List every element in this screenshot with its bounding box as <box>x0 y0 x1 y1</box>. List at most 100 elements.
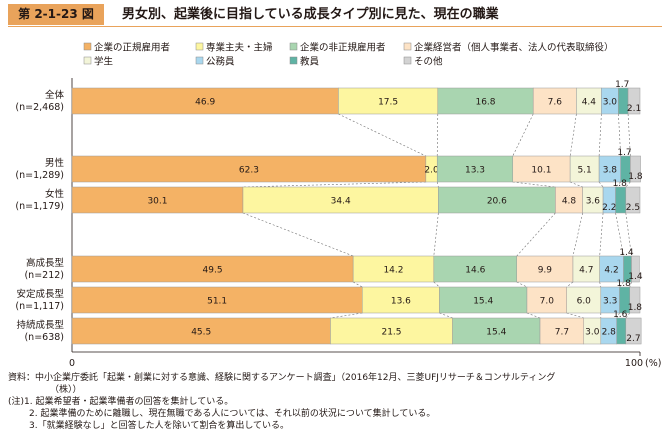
bar-value-label: 7.6 <box>548 98 563 108</box>
bar-value-label: 4.7 <box>579 266 593 276</box>
bar-value-label: 2.5 <box>626 203 640 213</box>
bar-value-label: 1.7 <box>615 80 629 90</box>
bar-value-label: 45.5 <box>191 328 211 338</box>
bar-segment <box>438 186 556 214</box>
connector-line <box>619 281 624 288</box>
connector-line <box>330 312 363 319</box>
bar-value-label: 20.6 <box>487 197 507 207</box>
connector-line <box>433 212 439 257</box>
bar-segment <box>625 317 642 345</box>
connector-line <box>599 212 604 257</box>
title-rule <box>8 26 662 27</box>
bar-segment <box>436 155 514 183</box>
bar-segment <box>627 87 641 115</box>
bar-value-label: 14.2 <box>383 266 403 276</box>
bar-segment <box>71 255 354 283</box>
bar-value-label: 2.0 <box>424 166 439 176</box>
connector-line <box>615 212 624 257</box>
connector-line <box>570 181 583 188</box>
x-tick-label: 100 <box>625 358 643 369</box>
bar-segment <box>572 255 600 283</box>
category-n-label: (n=2,468) <box>15 102 64 113</box>
bar-segment <box>452 317 541 345</box>
category-n-label: (n=1,289) <box>15 170 64 181</box>
connector-line <box>618 113 621 157</box>
bar-segment <box>631 255 640 283</box>
bar-value-label: 34.4 <box>331 197 351 207</box>
bar-value-label: 16.8 <box>475 98 495 108</box>
note-1: (注)1. 起業希望者・起業準備者の回答を集計している。 <box>8 397 234 407</box>
connector-line <box>433 281 440 288</box>
bar-value-label: 1.8 <box>628 172 643 182</box>
legend-swatch <box>289 42 298 51</box>
connector-line <box>512 181 556 188</box>
bar-value-label: 2.1 <box>627 104 641 114</box>
bar-value-label: 1.4 <box>628 272 643 282</box>
category-label: 高成長型 <box>26 257 65 269</box>
stacked-bar-chart: 企業の正規雇用者 専業主夫・主婦 企業の非正規雇用者 企業経営者（個人事業者、法人の代… <box>15 42 661 370</box>
bar-value-label: 51.1 <box>207 297 227 307</box>
bar-value-label: 46.9 <box>195 98 215 108</box>
legend-label: 企業の非正規雇用者 <box>300 42 386 54</box>
figure-number: 第 2-1-23 図 <box>8 4 104 25</box>
bar-value-label: 7.0 <box>540 297 555 307</box>
legend-label: 企業経営者（個人事業者、法人の代表取締役） <box>414 42 614 54</box>
bar-value-label: 1.8 <box>616 279 631 289</box>
category-label: 安定成長型 <box>16 288 64 300</box>
bar-segment <box>512 155 571 183</box>
connector-line <box>625 181 631 188</box>
bar-segment <box>539 317 585 345</box>
bar-value-label: 13.6 <box>391 297 411 307</box>
note-2: 2. 起業準備のために離職し、現在無職である人については、それ以前の状況について… <box>29 409 436 419</box>
category-n-label: (n=1,117) <box>15 301 64 312</box>
bar-value-label: 14.6 <box>465 266 485 276</box>
legend-label: 企業の正規雇用者 <box>94 42 170 54</box>
connector-line <box>598 181 604 188</box>
bar-value-label: 49.5 <box>203 266 223 276</box>
connector-line <box>436 181 439 188</box>
bar-value-label: 62.3 <box>239 166 259 176</box>
bar-segment <box>630 155 641 183</box>
category-n-label: (n=212) <box>24 270 64 281</box>
bar-segment <box>361 286 440 314</box>
legend-swatch <box>289 56 298 65</box>
bar-value-label: 17.5 <box>378 98 398 108</box>
bar-segment <box>516 255 574 283</box>
bar-segment <box>352 255 435 283</box>
legend-label: 教員 <box>300 56 320 68</box>
connector-line <box>616 312 620 319</box>
category-label: 持続成長型 <box>16 319 64 331</box>
bar-value-label: 13.3 <box>465 166 485 176</box>
connector-line <box>242 212 354 257</box>
bar-segment <box>615 186 627 214</box>
bar-value-label: 3.3 <box>603 297 617 307</box>
bar-value-label: 1.7 <box>617 148 631 158</box>
bar-segment <box>566 286 602 314</box>
bar-value-label: 6.0 <box>577 297 592 307</box>
bar-segment <box>71 186 244 214</box>
connector-line <box>338 113 426 157</box>
bar-value-label: 3.0 <box>585 328 600 338</box>
legend-swatch <box>195 42 204 51</box>
connector-line <box>599 281 602 288</box>
connector-line <box>566 312 584 319</box>
bar-value-label: 2.7 <box>626 334 640 344</box>
bar-value-label: 1.8 <box>613 179 628 189</box>
connector-line <box>436 113 439 157</box>
connector-line <box>512 113 534 157</box>
category-label: 女性 <box>45 188 65 200</box>
bar-segment <box>71 286 363 314</box>
legend-swatch <box>83 56 92 65</box>
bar-segment <box>616 317 627 345</box>
category-n-label: (n=1,179) <box>15 201 64 212</box>
connector-line <box>526 312 541 319</box>
source-note: 資料：中小企業庁委託「起業・創業に対する意識、経験に関するアンケート調査」（20… <box>8 373 556 383</box>
bar-value-label: 1.8 <box>628 303 643 313</box>
bar-segment <box>569 155 600 183</box>
bar-value-label: 10.1 <box>531 166 551 176</box>
connector-line <box>516 212 556 257</box>
notes: 資料：中小企業庁委託「起業・創業に対する意識、経験に関するアンケート調査」（20… <box>8 372 662 432</box>
connector-line <box>566 281 574 288</box>
bar-value-label: 1.4 <box>619 248 634 258</box>
connector-line <box>516 281 528 288</box>
